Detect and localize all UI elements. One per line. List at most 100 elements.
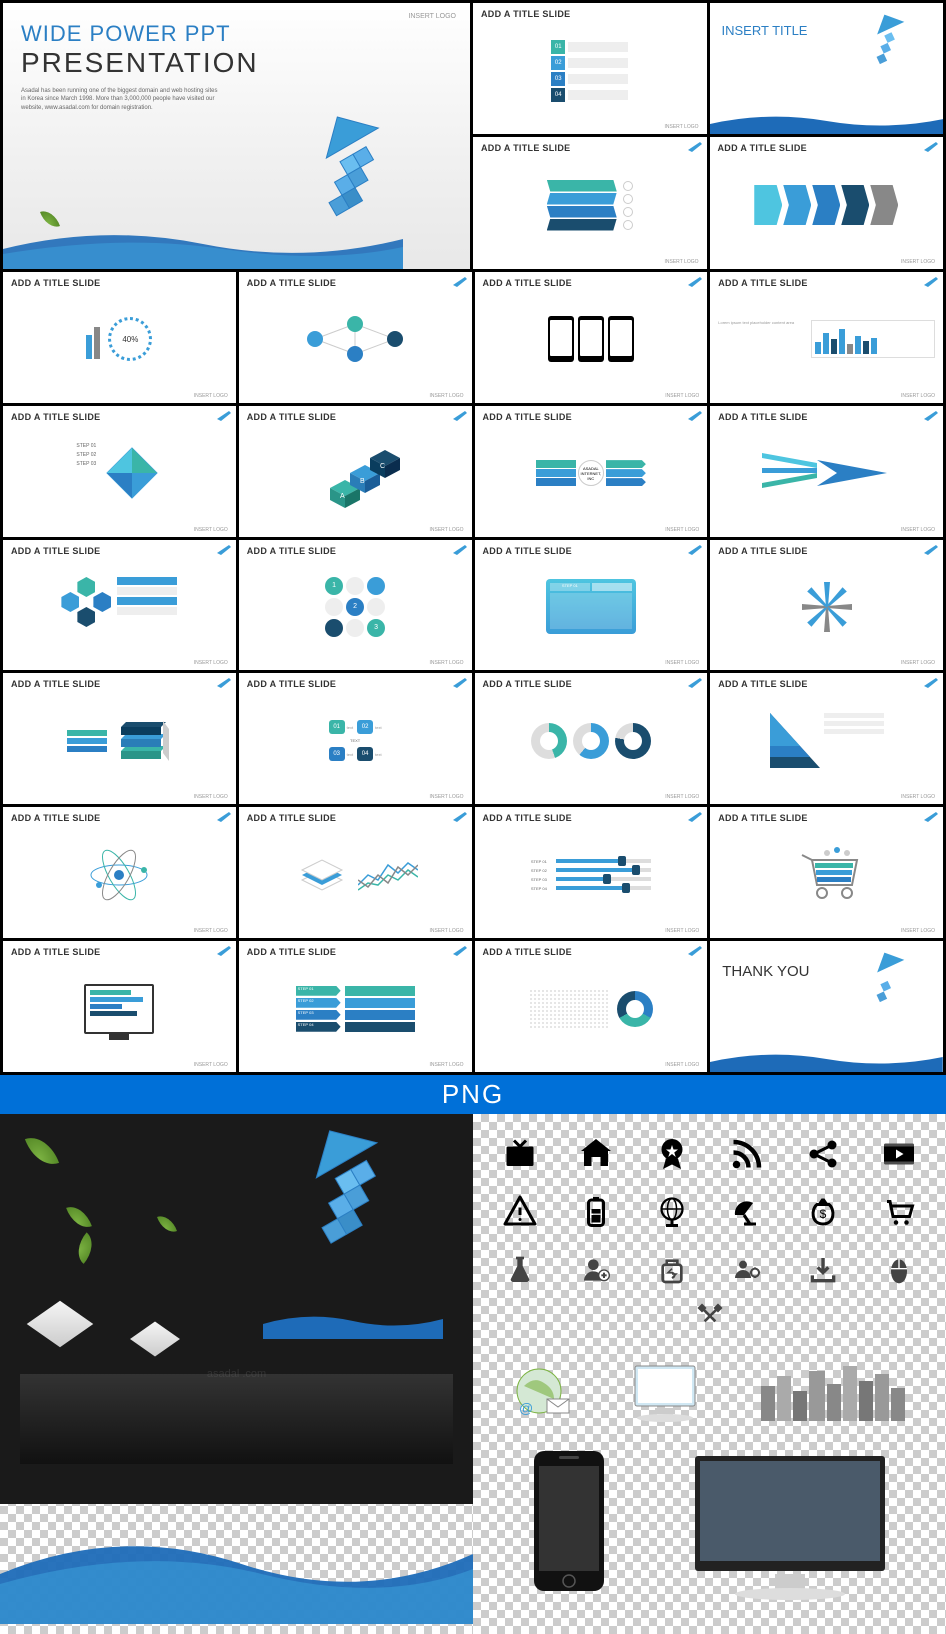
slide-logo: INSERT LOGO — [901, 527, 935, 533]
donut-3 — [615, 723, 651, 759]
slide-title: ADD A TITLE SLIDE — [11, 278, 100, 288]
slide-title: ADD A TITLE SLIDE — [247, 278, 336, 288]
slide-row-7: ADD A TITLE SLIDE INSERT LOGO ADD A TITL… — [3, 807, 943, 938]
atom-graphic — [84, 845, 154, 905]
corner-arrow-icon — [922, 810, 940, 822]
slide-numbered-list: ADD A TITLE SLIDE 01 02 03 04 INSERT LOG… — [473, 3, 707, 134]
slider-label-2: STEP 02 — [531, 868, 553, 873]
line-chart — [358, 855, 418, 895]
triangle-graphic — [770, 713, 820, 768]
mouse-icon — [879, 1250, 919, 1290]
icon-grid: $ — [493, 1134, 926, 1290]
gauge-percent: 40% — [108, 317, 152, 361]
download-icon — [803, 1250, 843, 1290]
slide-triangle: ADD A TITLE SLIDE INSERT LOGO — [710, 673, 943, 804]
png-assets-section: asadal .com $ @ — [0, 1114, 946, 1634]
network-diagram — [295, 309, 415, 369]
png-section-header: PNG — [0, 1075, 946, 1114]
num-badge-2: 02 — [551, 56, 565, 70]
flask-icon — [500, 1250, 540, 1290]
png-big-arrow — [243, 1124, 443, 1284]
recycle-icon — [652, 1250, 692, 1290]
slides-grid-section: INSERT LOGO WIDE POWER PPT PRESENTATION … — [0, 0, 946, 1075]
slide-logo: INSERT LOGO — [194, 1062, 228, 1068]
cube-a: A — [340, 493, 345, 500]
corner-arrow-icon — [686, 275, 704, 287]
award-icon — [652, 1134, 692, 1174]
slide-title: ADD A TITLE SLIDE — [483, 546, 572, 556]
slide-logo: INSERT LOGO — [430, 393, 464, 399]
satellite-icon — [727, 1192, 767, 1232]
slide-logo: INSERT LOGO — [194, 928, 228, 934]
worldmap-graphic — [529, 989, 609, 1029]
starburst-graphic — [787, 577, 867, 637]
corner-arrow-icon — [686, 409, 704, 421]
ribbon-2: STEP 02 — [296, 998, 341, 1008]
corner-arrow-icon — [451, 275, 469, 287]
badge-03: 03 — [329, 747, 345, 761]
template-preview-container: INSERT LOGO WIDE POWER PPT PRESENTATION … — [0, 0, 946, 1634]
slide-circle-grid: ADD A TITLE SLIDE 1 2 3 INSERT LOGO — [239, 540, 472, 671]
corner-arrow-icon — [451, 810, 469, 822]
slide-row-5: ADD A TITLE SLIDE INSERT LOGO AD — [3, 540, 943, 671]
slide-title: ADD A TITLE SLIDE — [11, 546, 100, 556]
corner-arrow-icon — [922, 676, 940, 688]
corner-arrow-icon — [686, 676, 704, 688]
slide-logo: INSERT LOGO — [665, 393, 699, 399]
hero-title-line1: WIDE POWER PPT — [21, 21, 452, 47]
corner-arrow-icon — [451, 944, 469, 956]
corner-arrow-icon — [215, 409, 233, 421]
num-badge-1: 01 — [551, 40, 565, 54]
slide-atom: ADD A TITLE SLIDE INSERT LOGO — [3, 807, 236, 938]
slide-logo: INSERT LOGO — [665, 527, 699, 533]
isometric-cubes: A B C — [310, 438, 400, 508]
slide-logo: INSERT LOGO — [665, 1062, 699, 1068]
money-bag-icon: $ — [803, 1192, 843, 1232]
corner-arrow-icon — [215, 676, 233, 688]
title-arrow — [843, 11, 933, 81]
slide-row-3: ADD A TITLE SLIDE 40% INSERT LOGO ADD A … — [3, 272, 943, 403]
watermark: asadal .com — [207, 1368, 266, 1380]
slide-logo: INSERT LOGO — [665, 928, 699, 934]
corner-arrow-icon — [686, 944, 704, 956]
user-add-icon — [576, 1250, 616, 1290]
png-right-panel: $ @ — [473, 1114, 946, 1634]
slide-title: ADD A TITLE SLIDE — [11, 813, 100, 823]
slide-arrow-tabs: ADD A TITLE SLIDE INSERT LOGO — [710, 137, 944, 268]
slide-converge-arrow: ADD A TITLE SLIDE INSERT LOGO — [710, 406, 943, 537]
corner-arrow-icon — [686, 810, 704, 822]
donut-2 — [573, 723, 609, 759]
badge-01: 01 — [329, 720, 345, 734]
slide-layers-chart: ADD A TITLE SLIDE INSERT LOGO — [239, 807, 472, 938]
png-sprout-1 — [70, 1204, 88, 1256]
svg-text:@: @ — [519, 1400, 533, 1416]
gear-user-icon — [727, 1250, 767, 1290]
converge-arrows — [757, 448, 897, 498]
insert-title-text: INSERT TITLE — [722, 23, 808, 38]
hero-logo-placeholder: INSERT LOGO — [408, 13, 456, 20]
hero-title-line2: PRESENTATION — [21, 47, 452, 79]
corner-arrow-icon — [215, 944, 233, 956]
badge-04: 04 — [357, 747, 373, 761]
slide-title: ADD A TITLE SLIDE — [718, 143, 807, 153]
slide-logo: INSERT LOGO — [194, 660, 228, 666]
thankyou-text: THANK YOU — [722, 963, 809, 980]
slide-logo: INSERT LOGO — [194, 393, 228, 399]
slide-title: ADD A TITLE SLIDE — [247, 546, 336, 556]
badge-02: 02 — [357, 720, 373, 734]
globe-icon — [652, 1192, 692, 1232]
monitor-graphic — [84, 984, 154, 1034]
slide-title: ADD A TITLE SLIDE — [718, 412, 807, 422]
phone-3 — [608, 316, 634, 362]
slide-title: ADD A TITLE SLIDE — [247, 679, 336, 689]
computer-graphic — [620, 1356, 710, 1426]
slide-title: ADD A TITLE SLIDE — [718, 679, 807, 689]
rss-icon — [727, 1134, 767, 1174]
slide-title: ADD A TITLE SLIDE — [718, 813, 807, 823]
slide-logo: INSERT LOGO — [430, 794, 464, 800]
slide-title: ADD A TITLE SLIDE — [483, 278, 572, 288]
png-cube-1 — [40, 1304, 80, 1344]
slide-bar-chart: ADD A TITLE SLIDE Lorem ipsum text place… — [710, 272, 943, 403]
png-wave-strip — [263, 1309, 443, 1339]
slide-starburst: ADD A TITLE SLIDE INSERT LOGO — [710, 540, 943, 671]
